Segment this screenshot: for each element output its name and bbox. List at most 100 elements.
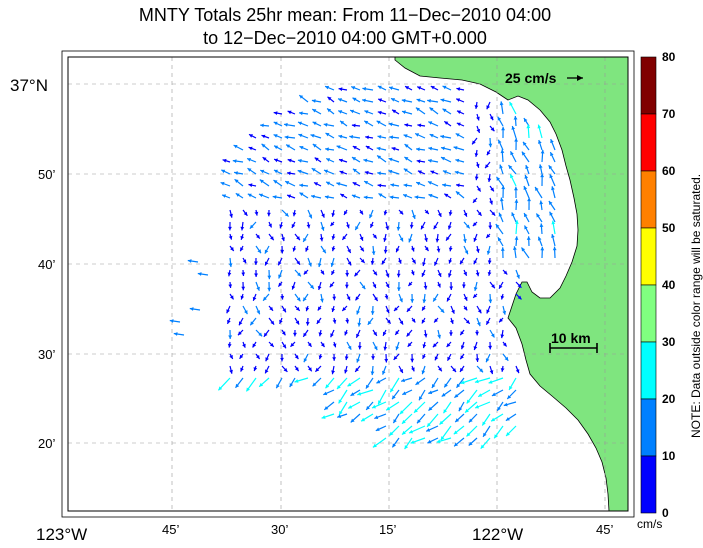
- current-vector-head: [352, 97, 357, 102]
- current-vector-head: [539, 200, 544, 205]
- current-vector-head: [352, 182, 357, 186]
- current-vector-head: [489, 370, 494, 375]
- current-vector-head: [503, 270, 508, 275]
- current-vector-head: [401, 378, 405, 383]
- current-vector-head: [363, 158, 368, 163]
- current-vector-head: [391, 147, 396, 151]
- current-vector-head: [424, 247, 429, 251]
- current-vector-head: [408, 282, 413, 286]
- current-vector-head: [429, 107, 434, 112]
- current-vector-head: [422, 306, 426, 311]
- current-vector-head: [476, 116, 480, 121]
- current-vector-head: [265, 369, 269, 374]
- current-vector-head: [297, 272, 301, 277]
- current-vector-head: [504, 356, 509, 361]
- current-vector-head: [352, 168, 357, 173]
- current-vector-head: [364, 110, 369, 114]
- current-vector-head: [339, 158, 343, 163]
- current-vector-head: [523, 141, 527, 146]
- current-vector-head: [442, 108, 447, 113]
- current-vector-head: [428, 158, 432, 163]
- current-vector-head: [294, 355, 299, 360]
- current-vector-head: [384, 295, 389, 300]
- lon-label-30: 30’: [271, 522, 289, 537]
- current-vector-head: [350, 109, 354, 114]
- current-vector-head: [348, 405, 353, 409]
- current-vector-head: [423, 333, 428, 338]
- current-vector-head: [289, 383, 294, 388]
- colorbar-tick-label: 0: [662, 506, 669, 520]
- current-vector-head: [499, 197, 504, 202]
- current-vector-head: [284, 212, 289, 217]
- current-vector-head: [273, 134, 278, 138]
- current-vector-head: [229, 213, 233, 218]
- current-vector-head: [499, 318, 503, 323]
- current-vector-head: [240, 247, 244, 252]
- current-vector-head: [263, 332, 268, 337]
- current-vector-head: [282, 308, 286, 313]
- current-vector-head: [375, 427, 380, 431]
- current-vector-head: [344, 331, 348, 336]
- current-vector-head: [524, 174, 529, 179]
- current-vector-head: [439, 420, 444, 425]
- land-area: [394, 56, 629, 512]
- current-vector-head: [321, 213, 325, 218]
- current-vector-head: [402, 110, 406, 115]
- current-vector-head: [442, 85, 447, 90]
- current-vector-head: [344, 356, 349, 361]
- current-vector-head: [385, 309, 390, 314]
- current-vector-head: [485, 358, 490, 363]
- current-vector-head: [486, 151, 491, 156]
- current-vector-head: [429, 134, 434, 138]
- current-vector-head: [254, 211, 259, 216]
- current-vector-head: [441, 157, 445, 161]
- current-vector-head: [490, 127, 495, 132]
- current-vector-head: [424, 237, 428, 242]
- current-vector-head: [450, 319, 454, 324]
- current-vector-head: [524, 213, 528, 218]
- current-vector-head: [488, 380, 493, 384]
- current-vector-head: [456, 122, 461, 127]
- current-vector-head: [227, 319, 231, 324]
- current-vector-head: [305, 321, 310, 326]
- current-vector-head: [274, 145, 279, 150]
- current-vector-head: [486, 320, 490, 325]
- current-vector-head: [511, 212, 515, 217]
- current-vector-head: [448, 273, 452, 278]
- current-vector-head: [326, 181, 331, 186]
- current-vector-head: [472, 222, 477, 227]
- current-vector-head: [310, 284, 314, 289]
- current-vector-head: [254, 273, 258, 277]
- colorbar-tick-label: 10: [662, 449, 676, 463]
- current-vector-head: [269, 343, 274, 347]
- current-vector-head: [359, 210, 363, 215]
- current-vector-head: [242, 343, 246, 348]
- current-vector-head: [551, 220, 556, 225]
- current-vector-head: [376, 379, 381, 384]
- current-vector-head: [299, 95, 304, 99]
- current-vector-head: [222, 194, 227, 198]
- current-vector-head: [234, 171, 238, 175]
- current-vector-head: [421, 319, 426, 324]
- current-vector-head: [539, 223, 544, 227]
- current-vector-head: [551, 234, 555, 238]
- current-vector-head: [551, 186, 555, 191]
- current-vector-head: [286, 144, 291, 148]
- current-vector-head: [434, 356, 439, 361]
- current-vector-head: [230, 247, 234, 251]
- current-vector-head: [463, 271, 467, 276]
- current-vector-head: [434, 261, 438, 266]
- current-vector-head: [305, 307, 310, 312]
- current-vector-head: [299, 192, 304, 197]
- current-vector-head: [311, 99, 316, 103]
- current-vector-head: [490, 187, 494, 192]
- current-vector-head: [296, 260, 300, 265]
- current-vector-head: [249, 134, 253, 138]
- current-vector-head: [234, 179, 239, 183]
- current-vector-head: [327, 108, 332, 113]
- current-vector-head: [428, 121, 433, 125]
- current-vector-head: [264, 249, 269, 254]
- current-vector-head: [468, 418, 473, 423]
- current-vector-head: [456, 183, 460, 188]
- current-vector-head: [331, 247, 336, 252]
